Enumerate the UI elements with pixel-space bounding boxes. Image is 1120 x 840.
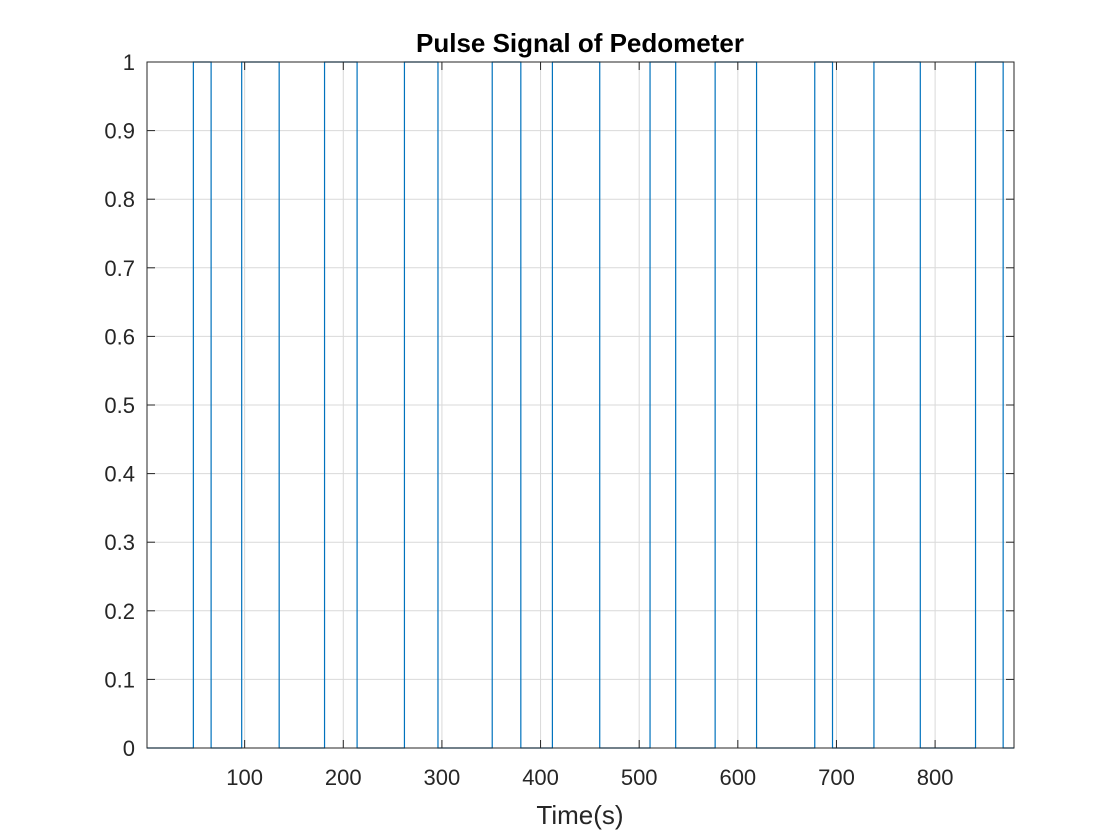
axes-box: [146, 61, 1015, 749]
x-tick-label: 100: [226, 765, 263, 790]
x-tick-label: 300: [424, 765, 461, 790]
y-tick-label: 0.6: [104, 324, 135, 349]
y-tick-label: 1: [123, 50, 135, 75]
x-tick-label: 800: [917, 765, 954, 790]
y-tick-label: 0.5: [104, 393, 135, 418]
y-tick-label: 0.4: [104, 462, 135, 487]
y-tick-label: 0.7: [104, 256, 135, 281]
x-tick-label: 400: [522, 765, 559, 790]
y-tick-label: 0.2: [104, 599, 135, 624]
y-tick-labels: 0 0.1 0.2 0.3 0.4 0.5 0.6 0.7 0.8 0.9 1: [104, 50, 135, 761]
chart-title: Pulse Signal of Pedometer: [416, 28, 744, 58]
y-tick-label: 0.1: [104, 667, 135, 692]
y-tick-label: 0.9: [104, 119, 135, 144]
x-tick-label: 200: [325, 765, 362, 790]
y-tick-label: 0: [123, 736, 135, 761]
x-tick-labels: 100 200 300 400 500 600 700 800: [226, 765, 953, 790]
x-axis-label: Time(s): [536, 800, 623, 830]
x-tick-label: 600: [719, 765, 756, 790]
y-tick-label: 0.8: [104, 187, 135, 212]
grid-layer: [147, 61, 1014, 749]
y-tick-label: 0.3: [104, 530, 135, 555]
x-tick-label: 700: [818, 765, 855, 790]
x-tick-label: 500: [621, 765, 658, 790]
